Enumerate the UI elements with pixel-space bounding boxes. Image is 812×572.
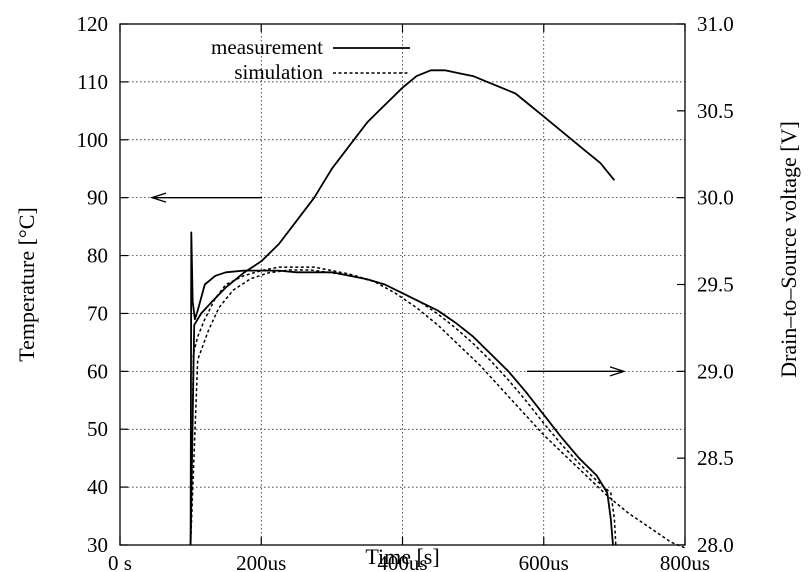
- legend-label-simulation: simulation: [234, 60, 323, 84]
- y2-tick-label: 29.0: [697, 359, 734, 383]
- x-axis-label: Time [s]: [365, 544, 439, 569]
- y2-tick-label: 30.5: [697, 99, 734, 123]
- x-tick-label: 0 s: [108, 551, 132, 572]
- y-tick-label: 60: [87, 359, 108, 383]
- series-layer: [189, 69, 686, 549]
- x-tick-label: 200us: [236, 551, 286, 572]
- y2-tick-label: 28.5: [697, 446, 734, 470]
- y-tick-label: 40: [87, 475, 108, 499]
- series-line-simulation-voltage: [189, 266, 617, 546]
- y-tick-label: 50: [87, 417, 108, 441]
- y2-tick-label: 31.0: [697, 12, 734, 36]
- y-tick-label: 80: [87, 244, 108, 268]
- y2-tick-label: 28.0: [697, 533, 734, 557]
- axis-ticks: [119, 23, 686, 546]
- series-line-measurement-temperature: [189, 69, 616, 546]
- tick-labels: 30 40 50 60 70 80 90 100 110 120 28.0 28.5 29.0 29.5 3…: [77, 12, 734, 572]
- y2-tick-label: 30.0: [697, 186, 734, 210]
- y-tick-label: 120: [77, 12, 109, 36]
- series-line-simulation-temperature: [189, 269, 686, 549]
- y-tick-label: 110: [77, 70, 108, 94]
- y-tick-label: 100: [77, 128, 109, 152]
- legend-label-measurement: measurement: [211, 35, 323, 59]
- x-tick-label: 600us: [519, 551, 569, 572]
- y-tick-label: 30: [87, 533, 108, 557]
- annotations: [149, 192, 627, 377]
- y2-tick-label: 29.5: [697, 273, 734, 297]
- y-axis-label-right: Drain–to–Source voltage [V]: [776, 121, 801, 378]
- series-line-measurement-voltage: [189, 231, 614, 546]
- x-tick-label: 800us: [660, 551, 710, 572]
- grid: [120, 24, 685, 545]
- y-tick-label: 70: [87, 301, 108, 325]
- arrow-left-temperature: [149, 192, 262, 203]
- arrow-right-voltage: [527, 366, 627, 377]
- y-tick-label: 90: [87, 186, 108, 210]
- x-tick-label: 400us: [377, 551, 427, 572]
- y-axis-label-left: Temperature [°C]: [14, 207, 39, 361]
